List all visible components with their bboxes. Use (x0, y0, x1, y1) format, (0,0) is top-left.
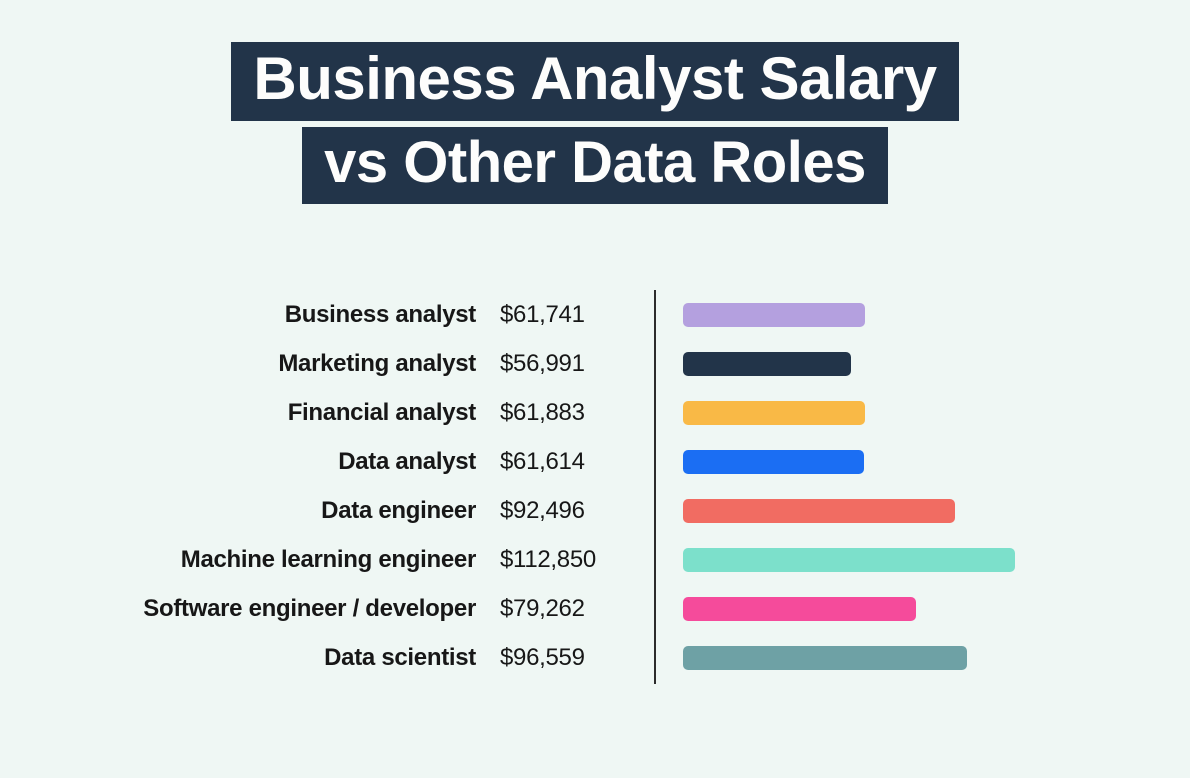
salary-bar-chart: Business analyst$61,741Marketing analyst… (0, 290, 1190, 682)
chart-row: Data analyst$61,614 (0, 437, 1190, 486)
salary-bar (683, 548, 1015, 572)
role-label: Business analyst (0, 301, 500, 329)
bar-cell (668, 486, 1190, 535)
role-label: Financial analyst (0, 399, 500, 427)
bar-cell (668, 290, 1190, 339)
axis-spacer (640, 388, 668, 437)
role-label: Data analyst (0, 448, 500, 476)
salary-bar (683, 597, 916, 621)
chart-title: Business Analyst Salary vs Other Data Ro… (0, 0, 1190, 210)
salary-label: $112,850 (500, 546, 640, 574)
axis-spacer (640, 535, 668, 584)
chart-row: Data engineer$92,496 (0, 486, 1190, 535)
title-line-2: vs Other Data Roles (302, 127, 888, 204)
salary-bar (683, 352, 851, 376)
bar-cell (668, 633, 1190, 682)
axis-spacer (640, 290, 668, 339)
axis-spacer (640, 486, 668, 535)
salary-label: $79,262 (500, 595, 640, 623)
role-label: Marketing analyst (0, 350, 500, 378)
salary-label: $61,741 (500, 301, 640, 329)
role-label: Software engineer / developer (0, 595, 500, 623)
salary-label: $92,496 (500, 497, 640, 525)
bar-cell (668, 437, 1190, 486)
axis-spacer (640, 437, 668, 486)
bar-cell (668, 584, 1190, 633)
chart-row: Marketing analyst$56,991 (0, 339, 1190, 388)
role-label: Machine learning engineer (0, 546, 500, 574)
role-label: Data engineer (0, 497, 500, 525)
bar-cell (668, 535, 1190, 584)
chart-row: Machine learning engineer$112,850 (0, 535, 1190, 584)
title-line-1: Business Analyst Salary (231, 42, 958, 121)
bar-cell (668, 339, 1190, 388)
axis-spacer (640, 584, 668, 633)
salary-bar (683, 450, 864, 474)
chart-row: Software engineer / developer$79,262 (0, 584, 1190, 633)
salary-label: $61,883 (500, 399, 640, 427)
chart-row: Business analyst$61,741 (0, 290, 1190, 339)
role-label: Data scientist (0, 644, 500, 672)
salary-label: $61,614 (500, 448, 640, 476)
salary-bar (683, 646, 967, 670)
salary-bar (683, 303, 865, 327)
salary-bar (683, 401, 865, 425)
chart-row: Financial analyst$61,883 (0, 388, 1190, 437)
axis-spacer (640, 633, 668, 682)
axis-spacer (640, 339, 668, 388)
salary-label: $56,991 (500, 350, 640, 378)
bar-cell (668, 388, 1190, 437)
chart-row: Data scientist$96,559 (0, 633, 1190, 682)
salary-label: $96,559 (500, 644, 640, 672)
salary-bar (683, 499, 955, 523)
